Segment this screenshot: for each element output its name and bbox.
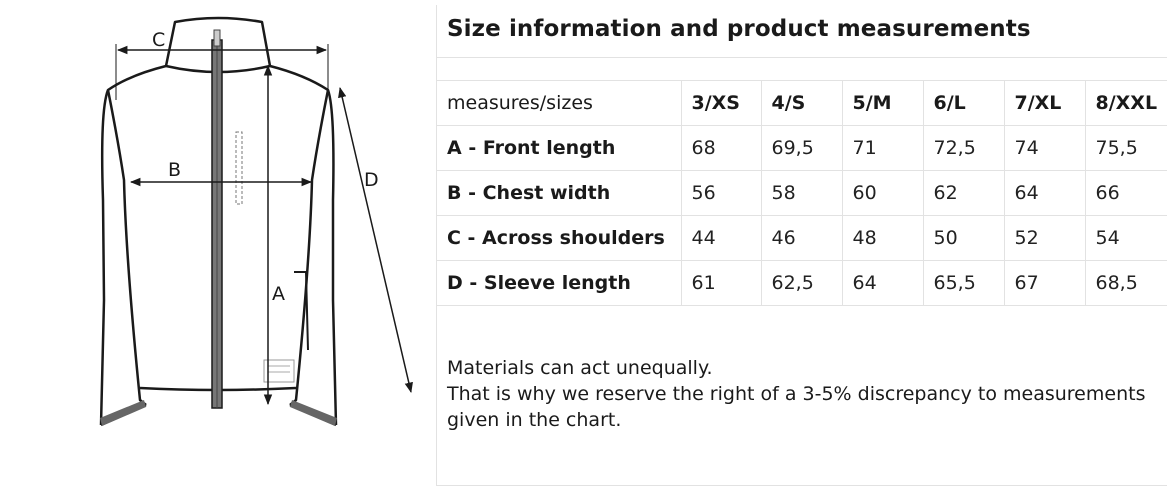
label-a: A <box>272 283 285 305</box>
cell-value: 69,5 <box>760 125 842 171</box>
row-label: A - Front length <box>437 125 681 171</box>
cell-value: 65,5 <box>922 260 1004 306</box>
disclaimer-note: Materials can act unequally. That is why… <box>447 355 1162 433</box>
row-label: D - Sleeve length <box>437 260 681 306</box>
jacket-diagram: C B A D <box>0 0 430 491</box>
panel-title: Size information and product measurement… <box>447 16 1031 42</box>
cell-value: 62,5 <box>760 260 842 306</box>
cell-value: 74 <box>1003 125 1085 171</box>
dimension-d: D <box>338 86 413 394</box>
chest-pocket <box>235 131 243 205</box>
cell-value: 68 <box>680 125 761 171</box>
cell-value: 61 <box>680 260 761 306</box>
cell-value: 64 <box>841 260 923 306</box>
size-header: 5/M <box>841 80 923 126</box>
cell-value: 64 <box>1003 170 1085 216</box>
divider <box>437 57 1167 58</box>
cell-value: 46 <box>760 215 842 261</box>
dimension-a: A <box>263 64 285 406</box>
size-header: 4/S <box>760 80 842 126</box>
note-line: That is why we reserve the right of a 3-… <box>447 383 1146 405</box>
cell-value: 52 <box>1003 215 1085 261</box>
table-row: C - Across shoulders 44 46 48 50 52 54 <box>437 215 1167 261</box>
note-line: given in the chart. <box>447 409 622 431</box>
cell-value: 66 <box>1084 170 1167 216</box>
table-header-row: measures/sizes 3/XS 4/S 5/M 6/L 7/XL 8/X… <box>437 80 1167 126</box>
right-cuff <box>290 400 337 426</box>
cell-value: 54 <box>1084 215 1167 261</box>
row-label: C - Across shoulders <box>437 215 681 261</box>
size-info-panel: Size information and product measurement… <box>436 5 1167 486</box>
cell-value: 48 <box>841 215 923 261</box>
cell-value: 62 <box>922 170 1004 216</box>
cell-value: 44 <box>680 215 761 261</box>
cell-value: 67 <box>1003 260 1085 306</box>
cell-value: 50 <box>922 215 1004 261</box>
cell-value: 68,5 <box>1084 260 1167 306</box>
table-row: A - Front length 68 69,5 71 72,5 74 75,5 <box>437 125 1167 171</box>
label-b: B <box>168 159 181 181</box>
row-label: B - Chest width <box>437 170 681 216</box>
cell-value: 60 <box>841 170 923 216</box>
dimension-b: B <box>129 159 313 187</box>
dimension-c: C <box>115 29 329 100</box>
label-d: D <box>364 169 379 191</box>
cell-value: 56 <box>680 170 761 216</box>
label-c: C <box>152 29 165 51</box>
size-header: 3/XS <box>680 80 761 126</box>
corner-label: measures/sizes <box>437 80 681 126</box>
table-row: B - Chest width 56 58 60 62 64 66 <box>437 170 1167 216</box>
size-header: 7/XL <box>1003 80 1085 126</box>
table-row: D - Sleeve length 61 62,5 64 65,5 67 68,… <box>437 260 1167 306</box>
cell-value: 58 <box>760 170 842 216</box>
cell-value: 71 <box>841 125 923 171</box>
size-header: 8/XXL <box>1084 80 1167 126</box>
size-header: 6/L <box>922 80 1004 126</box>
cell-value: 75,5 <box>1084 125 1167 171</box>
note-line: Materials can act unequally. <box>447 357 713 379</box>
left-cuff <box>100 400 146 426</box>
size-table: measures/sizes 3/XS 4/S 5/M 6/L 7/XL 8/X… <box>437 80 1167 306</box>
jacket-outline <box>99 16 338 427</box>
cell-value: 72,5 <box>922 125 1004 171</box>
